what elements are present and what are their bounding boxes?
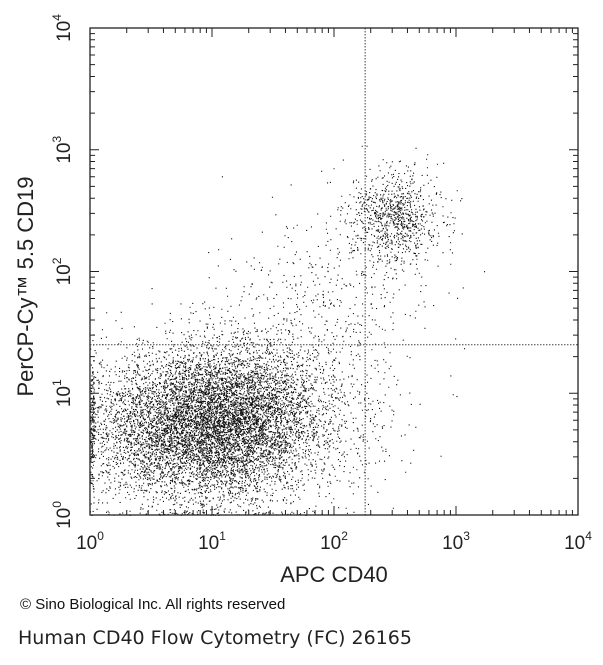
tick-labels: 100 101 102 103 104 100 101 102 103 104 bbox=[50, 14, 592, 554]
event-dots bbox=[90, 145, 486, 516]
x-tick-label: 100 bbox=[76, 529, 104, 554]
x-tick-label: 102 bbox=[320, 529, 348, 554]
plot-frame bbox=[89, 27, 579, 516]
y-tick-label: 104 bbox=[50, 14, 75, 42]
x-tick-label: 104 bbox=[564, 529, 592, 554]
quadrant-gates bbox=[90, 28, 578, 515]
y-tick-label: 101 bbox=[50, 379, 75, 407]
y-tick-label: 102 bbox=[50, 257, 75, 285]
scatter-points bbox=[90, 145, 486, 516]
figure-caption: Human CD40 Flow Cytometry (FC) 26165 bbox=[18, 627, 412, 649]
x-tick-label: 103 bbox=[442, 529, 470, 554]
axis-ticks bbox=[89, 27, 579, 516]
y-tick-label: 103 bbox=[50, 136, 75, 164]
plot-border bbox=[89, 27, 579, 516]
x-axis-title: APC CD40 bbox=[280, 562, 388, 587]
y-tick-label: 100 bbox=[50, 501, 75, 529]
y-axis-title: PerCP-Cy™ 5.5 CD19 bbox=[13, 176, 38, 396]
tick-marks bbox=[89, 27, 579, 516]
copyright-notice: © Sino Biological Inc. All rights reserv… bbox=[20, 596, 286, 613]
x-tick-label: 101 bbox=[198, 529, 226, 554]
